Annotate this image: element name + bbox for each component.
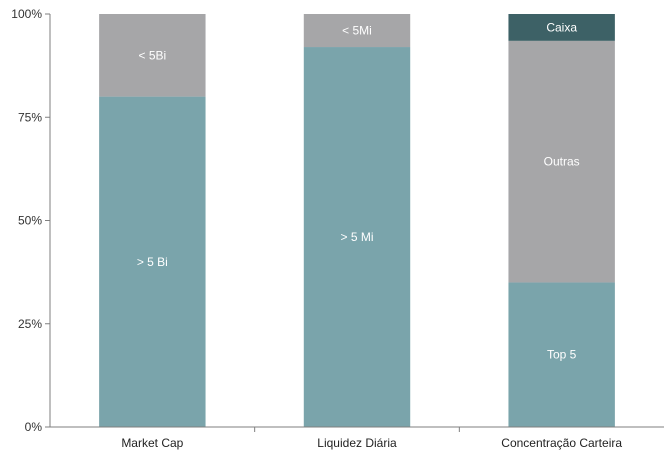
- x-category-label-liquidez-diaria: Liquidez Diária: [317, 436, 397, 450]
- segment-label-concentracao-carteira-top-5: Top 5: [547, 348, 577, 362]
- x-category-label-market-cap: Market Cap: [121, 436, 183, 450]
- y-tick-label: 50%: [18, 214, 42, 228]
- bar-segment-concentracao-carteira-top-5: [508, 282, 615, 427]
- segment-label-liquidez-diaria-5mi: < 5Mi: [342, 24, 372, 38]
- bars-layer: [99, 14, 615, 427]
- segment-label-market-cap-5-bi: > 5 Bi: [137, 255, 168, 269]
- y-tick-label: 25%: [18, 317, 42, 331]
- segment-label-market-cap-5bi: < 5Bi: [138, 48, 166, 62]
- segment-label-concentracao-carteira-outras: Outras: [544, 155, 580, 169]
- segment-label-liquidez-diaria-5-mi: > 5 Mi: [340, 230, 373, 244]
- y-tick-label: 100%: [11, 7, 42, 21]
- y-tick-label: 75%: [18, 110, 42, 124]
- y-tick-label: 0%: [25, 420, 43, 434]
- bar-segment-market-cap-5bi: [99, 14, 206, 97]
- x-category-label-concentracao-carteira: Concentração Carteira: [501, 436, 622, 450]
- bar-segment-liquidez-diaria-5-mi: [303, 47, 411, 427]
- bar-segment-concentracao-carteira-caixa: [508, 14, 615, 41]
- bar-segment-market-cap-5-bi: [99, 96, 206, 427]
- x-ticks-layer: Market Cap Liquidez Diária Concentração Ca…: [121, 427, 622, 450]
- bar-segment-liquidez-diaria-5mi: [303, 14, 411, 48]
- segment-labels-layer: > 5 Bi < 5Bi > 5 Mi < 5Mi Top 5 Outras Caixa: [137, 20, 580, 361]
- bar-segment-concentracao-carteira-outras: [508, 40, 615, 283]
- segment-label-concentracao-carteira-caixa: Caixa: [546, 20, 577, 34]
- y-ticks-layer: 0% 25% 50% 75% 100%: [11, 7, 50, 434]
